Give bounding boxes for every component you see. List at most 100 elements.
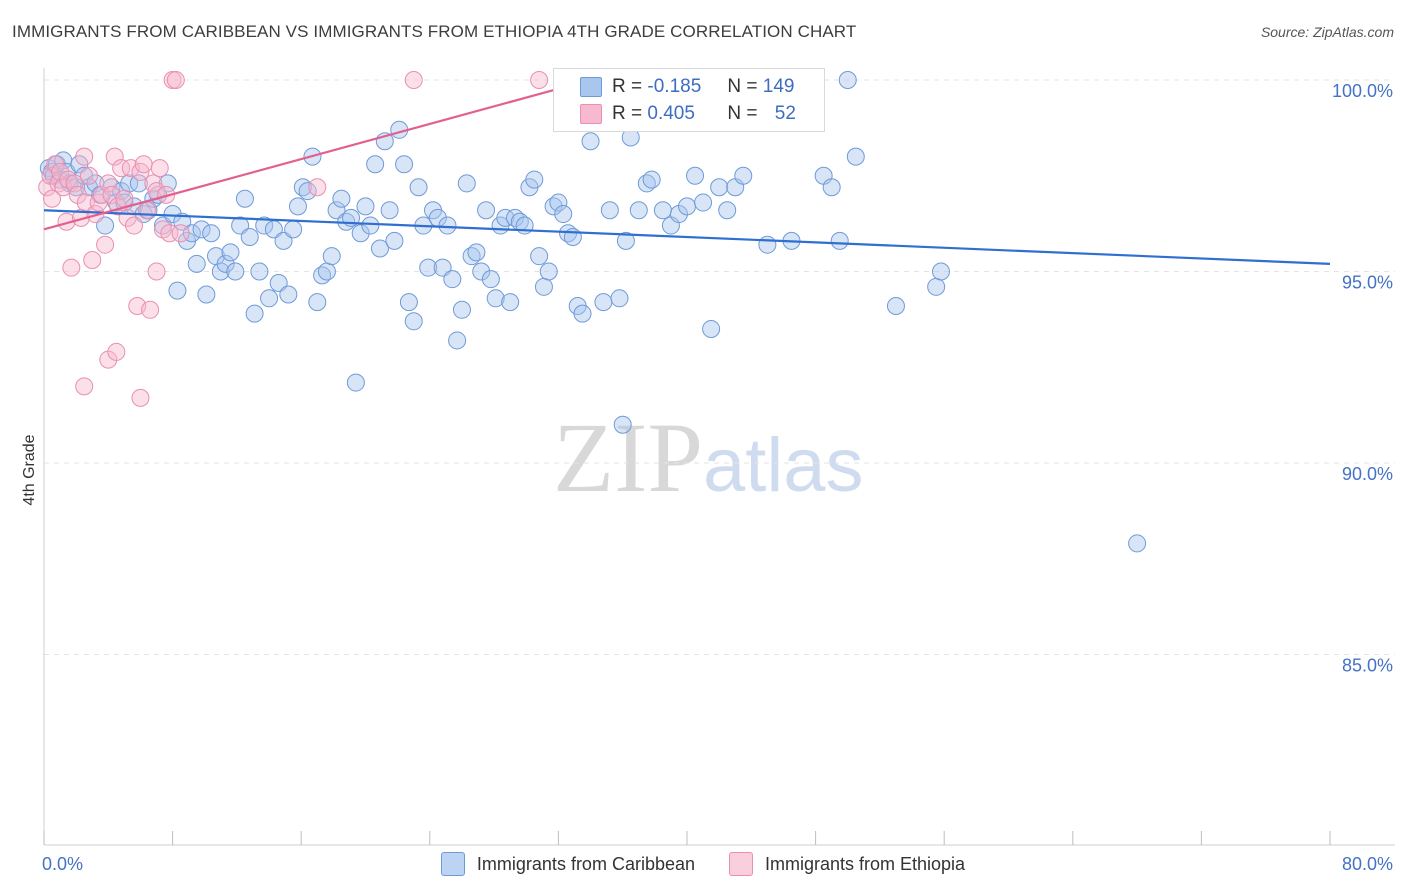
watermark: ZIPatlas — [553, 400, 864, 515]
legend-swatch-pink — [580, 104, 602, 124]
data-point-caribbean — [332, 189, 351, 208]
legend-r-label: R = — [612, 103, 643, 124]
data-point-ethiopia — [75, 147, 94, 166]
legend-r-value: 0.405 — [647, 103, 695, 124]
grid-lines — [44, 79, 1395, 655]
data-point-caribbean — [433, 258, 452, 277]
data-point-caribbean — [255, 216, 274, 235]
data-point-caribbean — [822, 178, 841, 197]
data-point-ethiopia — [43, 189, 62, 208]
data-point-caribbean — [187, 254, 206, 273]
data-point-ethiopia — [80, 166, 99, 185]
data-point-caribbean — [702, 319, 721, 338]
data-point-caribbean — [653, 201, 672, 220]
y-tick-label: 100.0% — [1332, 81, 1393, 101]
data-point-caribbean — [351, 224, 370, 243]
data-point-caribbean — [317, 262, 336, 281]
trend-lines — [43, 78, 1331, 265]
data-point-caribbean — [549, 193, 568, 212]
legend-row-ethiopia: R = 0.405 N = 52 — [554, 101, 796, 127]
data-point-ethiopia — [131, 388, 150, 407]
data-point-caribbean — [322, 247, 341, 266]
chart-title: IMMIGRANTS FROM CARIBBEAN VS IMMIGRANTS … — [12, 22, 857, 41]
data-point-ethiopia — [150, 159, 169, 178]
data-point-ethiopia — [65, 174, 84, 193]
data-point-caribbean — [240, 228, 259, 247]
data-point-caribbean — [610, 289, 629, 308]
legend-swatch-blue — [580, 77, 602, 97]
data-point-caribbean — [409, 178, 428, 197]
data-point-ethiopia — [404, 71, 423, 89]
data-point-caribbean — [284, 220, 303, 239]
series-ethiopia-points — [38, 71, 549, 407]
data-point-caribbean — [443, 270, 462, 289]
data-point-caribbean — [477, 201, 496, 220]
data-point-caribbean — [467, 243, 486, 262]
data-point-caribbean — [308, 293, 327, 312]
data-point-ethiopia — [105, 147, 124, 166]
data-point-ethiopia — [141, 300, 160, 319]
data-point-caribbean — [346, 373, 365, 392]
correlation-legend: R = -0.185 N = 149 R = 0.405 N = 52 — [553, 68, 825, 132]
legend-swatch-caribbean — [440, 852, 465, 876]
data-point-caribbean — [758, 235, 777, 254]
watermark-atlas: atlas — [703, 423, 864, 508]
legend-item-ethiopia[interactable]: Immigrants from Ethiopia — [729, 852, 965, 876]
data-point-caribbean — [235, 189, 254, 208]
data-point-caribbean — [221, 243, 240, 262]
legend-label-ethiopia: Immigrants from Ethiopia — [765, 853, 966, 874]
data-point-ethiopia — [75, 377, 94, 396]
data-point-ethiopia — [99, 174, 118, 193]
data-point-caribbean — [629, 201, 648, 220]
data-point-caribbean — [298, 182, 317, 201]
data-point-caribbean — [457, 174, 476, 193]
tick-labels: 85.0% 90.0% 95.0% 100.0% 0.0% 80.0% — [42, 81, 1393, 874]
x-tick-label-max: 80.0% — [1342, 854, 1393, 874]
data-point-ethiopia — [112, 159, 131, 178]
data-point-caribbean — [370, 239, 389, 258]
data-point-ethiopia — [137, 201, 156, 220]
data-point-ethiopia — [92, 185, 111, 204]
y-tick-label: 90.0% — [1342, 464, 1393, 484]
data-point-caribbean — [686, 166, 705, 185]
data-point-ethiopia — [530, 71, 549, 89]
data-point-caribbean — [202, 224, 221, 243]
data-point-caribbean — [231, 216, 250, 235]
source-label: Source: ZipAtlas.com — [1260, 24, 1394, 40]
data-point-caribbean — [830, 231, 849, 250]
legend-n-value: 149 — [762, 76, 795, 97]
data-point-caribbean — [530, 247, 549, 266]
data-point-caribbean — [192, 220, 211, 239]
data-point-caribbean — [245, 304, 264, 323]
legend-r-label: R = — [612, 76, 643, 97]
data-point-ethiopia — [166, 71, 185, 89]
data-point-caribbean — [173, 212, 192, 231]
y-tick-label: 95.0% — [1342, 273, 1393, 293]
data-point-caribbean — [380, 201, 399, 220]
data-point-caribbean — [269, 273, 288, 292]
data-point-caribbean — [96, 216, 115, 235]
trend-line-ethiopia — [43, 78, 591, 231]
data-point-ethiopia — [125, 216, 144, 235]
data-point-caribbean — [361, 216, 380, 235]
series-caribbean-points — [39, 71, 1147, 553]
data-point-caribbean — [1128, 534, 1147, 553]
data-point-caribbean — [395, 155, 414, 174]
data-point-caribbean — [129, 174, 148, 193]
data-point-caribbean — [168, 281, 187, 300]
data-point-ethiopia — [134, 155, 153, 174]
data-point-caribbean — [573, 304, 592, 323]
legend-item-caribbean[interactable]: Immigrants from Caribbean — [440, 852, 695, 876]
data-point-caribbean — [694, 193, 713, 212]
x-tick-label-min: 0.0% — [42, 854, 83, 874]
data-point-caribbean — [274, 231, 293, 250]
data-point-caribbean — [197, 285, 216, 304]
data-point-ethiopia — [62, 258, 81, 277]
data-point-caribbean — [288, 197, 307, 216]
data-point-caribbean — [327, 201, 346, 220]
data-point-caribbean — [356, 197, 375, 216]
series-legend: Immigrants from Caribbean Immigrants fro… — [0, 852, 1406, 876]
legend-label-caribbean: Immigrants from Caribbean — [476, 853, 695, 874]
data-point-ethiopia — [147, 262, 166, 281]
